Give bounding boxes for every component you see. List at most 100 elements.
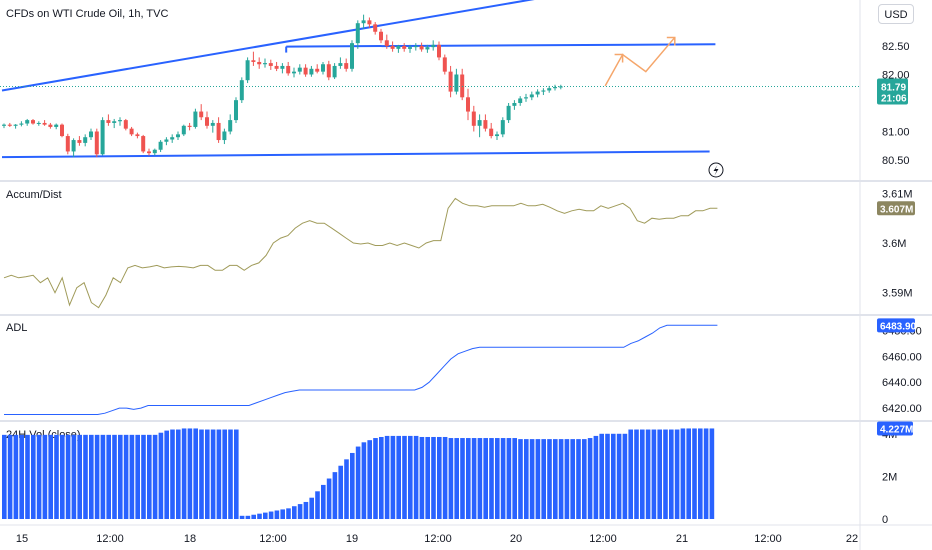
volume-pane[interactable]: 24H Vol (close)4M2M04.227M [2,421,913,526]
candle-body [361,20,366,24]
pane-tick-label: 6420.00 [882,403,922,415]
volume-bar [477,438,483,519]
volume-bar [297,504,303,519]
trendline [1,0,535,92]
volume-bar [408,435,413,519]
volume-bar [280,509,285,519]
candle-body [112,121,117,123]
volume-bar [94,434,100,519]
candle-body [245,60,250,81]
candle-body [7,124,12,126]
volume-bar [698,428,703,519]
candle-body [187,125,192,127]
volume-bar [431,436,436,519]
time-tick-label: 12:00 [96,533,124,545]
volume-bar [234,429,239,519]
candle-body [541,90,546,92]
pane-tick-label: 3.6M [882,238,906,250]
volume-bar [268,511,274,519]
volume-bar [628,429,633,519]
candle-body [553,87,557,89]
price-tick-label: 81.00 [882,127,910,139]
volume-bar [541,439,546,519]
volume-bar [611,433,616,519]
candle-body [83,137,88,143]
candle-body [257,61,262,65]
volume-bar [205,429,210,519]
volume-bar [25,434,30,519]
volume-bar [361,442,367,519]
currency-button[interactable]: USD [878,4,914,24]
volume-bar [106,434,111,519]
volume-bar [489,438,494,519]
candle-body [344,63,349,69]
volume-bar [564,439,570,519]
candle-body [31,120,35,124]
volume-bar [524,439,529,519]
volume-bar [605,433,610,519]
volume-bar [570,439,575,519]
volume-bar [164,430,169,519]
candle-body [390,46,395,49]
volume-bar [245,515,251,519]
candle-body [309,68,314,75]
volume-bar [181,428,187,519]
last-price-badge [877,78,908,105]
volume-bar [512,438,517,519]
candle-body [355,23,360,44]
candle-body [460,74,465,98]
volume-bar [657,429,662,519]
candle-body [315,68,320,72]
pane-title: ADL [6,322,27,334]
pane-tick-label: 3.61M [882,188,913,200]
accum-dist-pane[interactable]: Accum/Dist 3.61M 3.6M 3.59M 3.607M [3,188,915,309]
candle-body [263,63,267,65]
volume-bar [634,429,639,519]
lightning-icon[interactable] [708,162,724,178]
candle-body [431,44,436,48]
volume-bar [460,438,465,519]
volume-bar [321,484,326,519]
candle-body [199,111,204,118]
volume-bar [60,434,65,519]
pane-value-badge [877,201,915,216]
volume-bar [135,434,140,519]
volume-bar [147,434,152,519]
volume-bar [257,513,262,519]
candle-body [518,98,523,103]
volume-bar [448,438,454,519]
bar-countdown: 21:06 [881,93,907,104]
volume-bar [709,428,715,519]
candle-body [535,91,540,95]
volume-bar [686,428,691,519]
pane-value-badge [877,318,915,333]
candle-body [19,123,24,125]
pane-title: Accum/Dist [6,189,62,201]
volume-bar [263,512,268,519]
candle-body [77,140,82,143]
candle-body [48,124,53,127]
candle-body [205,117,209,126]
candle-body [408,47,412,49]
volume-bar [669,429,674,519]
volume-bar [216,429,222,519]
candle-body [558,86,563,88]
candle-body [448,71,453,92]
volume-bar [7,434,13,519]
candle-body [13,124,18,126]
candle-body [384,40,389,46]
volume-bar [367,440,372,519]
volume-bar [413,435,419,519]
time-axis[interactable]: 15 12:00 18 12:00 19 12:00 20 12:00 21 12:00 22 [16,533,858,545]
volume-bar [599,433,604,519]
volume-bar [303,501,309,519]
volume-bar [454,438,459,519]
volume-bar [495,438,500,519]
volume-bar [210,429,216,519]
price-tick-label: 82.50 [882,41,910,53]
time-tick-label: 18 [184,533,196,545]
volume-bar [419,436,425,519]
